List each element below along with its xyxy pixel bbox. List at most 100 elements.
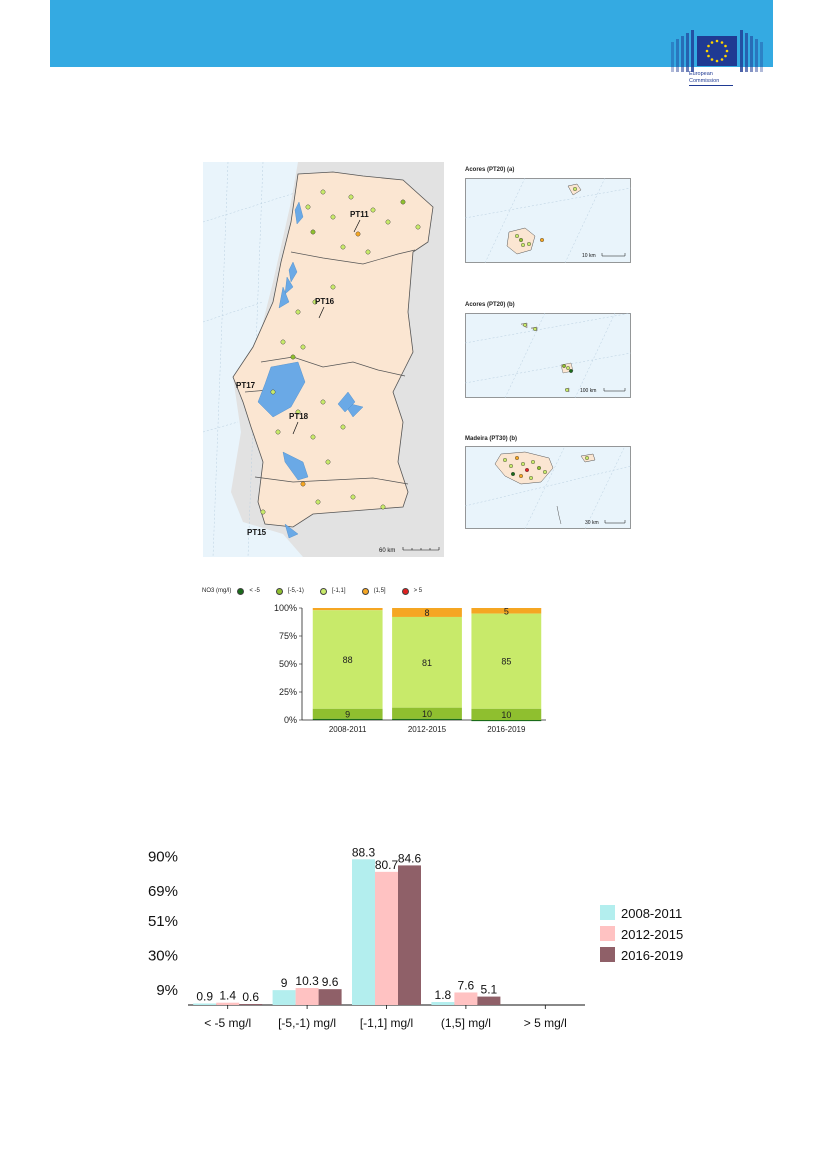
bar: [352, 859, 375, 1005]
legend-label: < -5: [249, 588, 260, 594]
legend-label: > 5: [413, 588, 423, 594]
region-label-pt15: PT15: [247, 528, 267, 537]
data-label: 8: [424, 608, 429, 618]
bar: [477, 996, 501, 1005]
european-commission-logo: [671, 30, 763, 72]
legend-label: (1,5]: [373, 588, 386, 594]
legend-swatch: [237, 587, 245, 595]
inset-scale-label-acores-b: 100 km: [580, 388, 596, 394]
inset-scale-label-madeira: 30 km: [585, 520, 599, 526]
logo-text-line1: European: [689, 71, 713, 77]
bar-value-label: 88.3: [352, 845, 376, 859]
map-scale-bar: [402, 547, 440, 551]
region-label-pt18: PT18: [289, 412, 309, 421]
legend-swatch: [401, 587, 409, 595]
eu-stars: [705, 39, 729, 63]
x-tick-label: 2012-2015: [408, 725, 447, 734]
legend-swatch: [600, 926, 615, 941]
inset-scale-label-acores-a: 10 km: [582, 253, 596, 259]
legend-swatch: [600, 905, 615, 920]
bar-value-label: 5.1: [481, 983, 498, 997]
water-bodies: [257, 201, 364, 539]
stacked-bar-segment: [392, 718, 462, 720]
x-tick-label: 2016-2019: [487, 725, 526, 734]
stacked-bar-segment: [392, 616, 462, 708]
y-tick-label: 50%: [279, 659, 297, 669]
inset-title-madeira: Madeira (PT30) (b): [465, 436, 518, 442]
legend-swatch: [319, 587, 327, 595]
legend-label: [-5,-1): [287, 588, 304, 594]
x-tick-label: < -5 mg/l: [204, 1016, 251, 1030]
data-label: 81: [422, 658, 432, 668]
y-tick-label: 25%: [279, 687, 297, 697]
logo-text-line2: Commission: [689, 77, 720, 84]
x-tick-label: > 5 mg/l: [524, 1016, 567, 1030]
y-tick-label: 75%: [279, 631, 297, 641]
legend-title: NO3 (mg/l): [202, 588, 232, 594]
bar: [398, 865, 421, 1005]
legend-swatch: [600, 947, 615, 962]
data-label: 10: [422, 709, 432, 719]
stacked-bar-segment: [471, 608, 542, 614]
x-tick-label: [-5,-1) mg/l: [278, 1016, 336, 1030]
no3-legend: NO3 (mg/l) < -5 [-5,-1) [-1,1] (1,5] > 5: [202, 586, 432, 596]
stacked-bar-segment: [312, 708, 383, 719]
bar: [272, 990, 296, 1005]
data-label: 10: [501, 710, 511, 720]
y-tick-label: 100%: [274, 603, 297, 613]
stacked-bar-segment: [392, 707, 462, 719]
inset-map-madeira: 30 km: [465, 446, 631, 529]
bar-value-label: 0.9: [196, 990, 213, 1004]
legend-item-minus5-minus1: [-5,-1): [275, 587, 304, 595]
bar-value-label: 10.3: [295, 974, 319, 988]
y-tick-label: 0%: [284, 715, 297, 725]
legend-label: 2016-2019: [621, 948, 683, 963]
inset-title-acores-b: Acores (PT20) (b): [465, 302, 515, 308]
grouped-trend-chart: 9% 30% 51% 69% 90% 0.9 1.4 0.6 < -5 mg/l 9 10.3 9.6…: [148, 845, 683, 1030]
y-tick-label: 90%: [148, 849, 178, 866]
legend-item-gt-5: > 5: [401, 587, 423, 595]
bar-value-label: 84.6: [398, 851, 422, 865]
y-tick-label: 69%: [148, 883, 178, 900]
bar: [431, 1002, 455, 1005]
bar-value-label: 0.6: [242, 990, 259, 1004]
stacked-bar-segment: [312, 718, 383, 720]
region-label-pt17: PT17: [236, 381, 256, 390]
logo-text: European Commission: [689, 71, 719, 84]
legend-swatch: [361, 587, 369, 595]
inset-map-acores-a: 10 km: [465, 178, 631, 263]
x-tick-label: 2008-2011: [329, 725, 367, 734]
region-label-pt16: PT16: [315, 297, 335, 306]
stacked-bar-segment: [471, 708, 542, 720]
bar-value-label: 80.7: [375, 858, 399, 872]
y-tick-label: 9%: [156, 982, 178, 999]
bar: [239, 1004, 263, 1005]
bar-value-label: 1.4: [219, 989, 236, 1003]
stacked-bar-segment: [471, 613, 542, 709]
data-label: 9: [345, 709, 350, 719]
portugal-map: PT11 PT16 PT17 PT18 PT15 60 km: [203, 162, 444, 557]
legend-swatch: [275, 587, 283, 595]
bar-value-label: 7.6: [458, 978, 475, 992]
region-label-leaders: [292, 219, 361, 435]
logo-rule: [689, 85, 733, 86]
bar: [454, 992, 478, 1005]
map-scale-label: 60 km: [379, 548, 395, 554]
data-label: 88: [343, 655, 353, 665]
legend-item-1-5: (1,5]: [361, 587, 386, 595]
bar: [318, 989, 342, 1005]
inset-map-acores-b: 100 km: [465, 313, 631, 398]
y-tick-label: 51%: [148, 913, 178, 930]
map-sea: [203, 162, 303, 557]
y-tick-label: 30%: [148, 948, 178, 965]
bar: [193, 1003, 217, 1005]
stacked-bar-segment: [392, 608, 462, 617]
bar: [216, 1002, 240, 1005]
bar-value-label: 1.8: [435, 988, 452, 1002]
bar: [375, 871, 398, 1005]
stacked-bar-segment: [312, 608, 383, 611]
legend-label: 2012-2015: [621, 927, 683, 942]
x-tick-label: (1,5] mg/l: [441, 1016, 491, 1030]
bar-value-label: 9: [281, 976, 288, 990]
legend-label: [-1,1]: [331, 588, 346, 594]
